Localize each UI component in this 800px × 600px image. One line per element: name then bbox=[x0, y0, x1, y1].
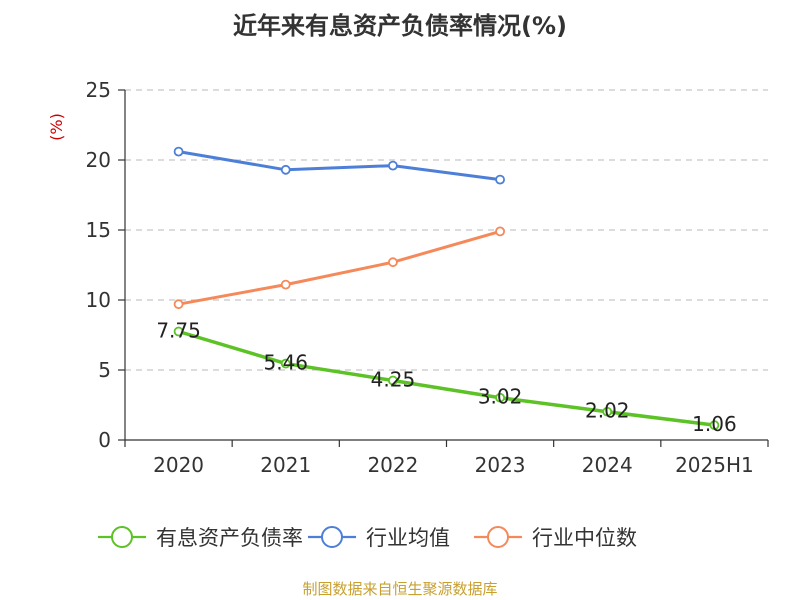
legend-marker-3 bbox=[487, 526, 509, 548]
data-label: 3.02 bbox=[478, 385, 523, 409]
y-tick-label: 5 bbox=[98, 358, 111, 382]
legend-label-3[interactable]: 行业中位数 bbox=[532, 526, 637, 550]
y-tick-label: 10 bbox=[86, 288, 111, 312]
data-point bbox=[280, 164, 291, 175]
source-note: 制图数据来自恒生聚源数据库 bbox=[302, 580, 498, 598]
x-tick-label: 2021 bbox=[260, 453, 311, 477]
y-tick-label: 20 bbox=[86, 148, 111, 172]
data-point bbox=[709, 420, 720, 431]
data-point bbox=[495, 392, 505, 403]
series-line-2 bbox=[178, 150, 501, 182]
x-tick-label: 2023 bbox=[475, 453, 526, 477]
legend-marker-2 bbox=[321, 526, 343, 548]
series-line-3 bbox=[178, 229, 501, 306]
grid-lines bbox=[125, 89, 768, 371]
x-tick-label: 2020 bbox=[153, 453, 204, 477]
data-point bbox=[602, 406, 613, 417]
data-label: 4.25 bbox=[371, 368, 416, 392]
series-line-1 bbox=[178, 329, 715, 427]
data-point bbox=[173, 146, 184, 157]
data-label: 2.02 bbox=[585, 399, 630, 423]
chart-title: 近年来有息资产负债率情况(%) bbox=[233, 12, 567, 40]
data-point bbox=[173, 299, 184, 310]
data-point bbox=[388, 257, 398, 268]
data-point bbox=[495, 174, 505, 185]
y-axis-label: (%) bbox=[47, 113, 66, 141]
legend-marker-1 bbox=[111, 526, 133, 548]
data-point bbox=[173, 326, 184, 337]
series-group bbox=[173, 146, 720, 431]
axes: 0 5 10 15 20 25 2020 2021 2022 2023 2024 2025H1 bbox=[86, 78, 769, 477]
x-tick-label: 2025H1 bbox=[675, 453, 754, 477]
data-point bbox=[495, 226, 505, 237]
data-label: 5.46 bbox=[263, 351, 308, 375]
x-tick-label: 2022 bbox=[367, 453, 418, 477]
data-label: 1.06 bbox=[692, 412, 737, 436]
legend[interactable]: 有息资产负债率 行业均值 行业中位数 bbox=[98, 526, 637, 550]
legend-label-1[interactable]: 有息资产负债率 bbox=[156, 526, 303, 550]
y-tick-label: 25 bbox=[86, 78, 111, 102]
data-point bbox=[280, 358, 291, 369]
data-point bbox=[388, 160, 398, 171]
data-label: 7.75 bbox=[156, 319, 201, 343]
x-tick-label: 2024 bbox=[582, 453, 633, 477]
data-point bbox=[280, 279, 291, 290]
y-tick-label: 0 bbox=[98, 428, 111, 452]
legend-label-2[interactable]: 行业均值 bbox=[366, 526, 450, 550]
data-point bbox=[388, 375, 398, 386]
y-tick-label: 15 bbox=[86, 218, 111, 242]
data-labels: 7.75 5.46 4.25 3.02 2.02 1.06 bbox=[156, 319, 736, 437]
